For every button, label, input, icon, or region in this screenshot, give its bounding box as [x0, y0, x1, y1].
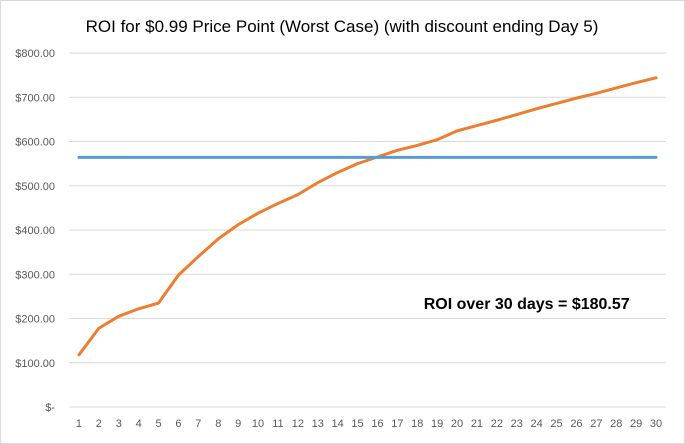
x-tick-label: 11: [272, 418, 283, 430]
y-tick-label: $-: [45, 402, 55, 414]
x-tick-label: 29: [630, 418, 642, 430]
x-axis-tick-labels: 1 2 3 4 5 6 7 8 9 10 11 12 13 14 15 16 17 18 19 20 21 22 23 24 2…: [76, 418, 662, 430]
x-tick-label: 20: [451, 418, 463, 430]
x-tick-label: 23: [511, 418, 523, 430]
x-tick-label: 9: [235, 418, 241, 430]
x-tick-label: 21: [471, 418, 483, 430]
x-tick-label: 17: [391, 418, 403, 430]
x-tick-label: 18: [411, 418, 423, 430]
x-tick-label: 19: [431, 418, 443, 430]
x-tick-label: 28: [610, 418, 622, 430]
y-tick-label: $400.00: [15, 225, 55, 237]
x-tick-label: 5: [155, 418, 161, 430]
y-tick-label: $300.00: [15, 269, 55, 281]
gridlines: [69, 52, 666, 408]
x-tick-label: 24: [531, 418, 543, 430]
roi-annotation: ROI over 30 days = $180.57: [424, 296, 630, 313]
x-tick-label: 16: [371, 418, 383, 430]
y-tick-label: $600.00: [15, 137, 55, 149]
x-tick-label: 3: [116, 418, 122, 430]
annotations: ROI over 30 days = $180.57: [424, 296, 630, 313]
x-tick-label: 10: [252, 418, 264, 430]
x-tick-label: 12: [292, 418, 304, 430]
x-tick-label: 22: [491, 418, 503, 430]
y-tick-label: $500.00: [15, 181, 55, 193]
x-tick-label: 4: [136, 418, 142, 430]
x-tick-label: 30: [650, 418, 662, 430]
x-tick-label: 26: [570, 418, 582, 430]
x-tick-label: 2: [96, 418, 102, 430]
y-tick-label: $700.00: [15, 92, 55, 104]
y-tick-label: $800.00: [15, 48, 55, 60]
x-tick-label: 1: [76, 418, 82, 430]
y-tick-label: $100.00: [15, 358, 55, 370]
x-tick-label: 27: [590, 418, 602, 430]
y-tick-label: $200.00: [15, 314, 55, 326]
x-tick-label: 8: [215, 418, 221, 430]
cumulative-roi-line: [77, 76, 658, 357]
x-tick-label: 13: [312, 418, 324, 430]
x-tick-label: 6: [175, 418, 181, 430]
x-tick-label: 25: [550, 418, 562, 430]
x-tick-label: 15: [351, 418, 363, 430]
series-lines: [77, 76, 658, 357]
x-tick-label: 14: [332, 418, 344, 430]
y-axis-tick-labels: $- $100.00 $200.00 $300.00 $400.00 $500.00 $60…: [15, 48, 55, 414]
chart-title: ROI for $0.99 Price Point (Worst Case) (…: [86, 17, 599, 36]
x-tick-label: 7: [195, 418, 201, 430]
